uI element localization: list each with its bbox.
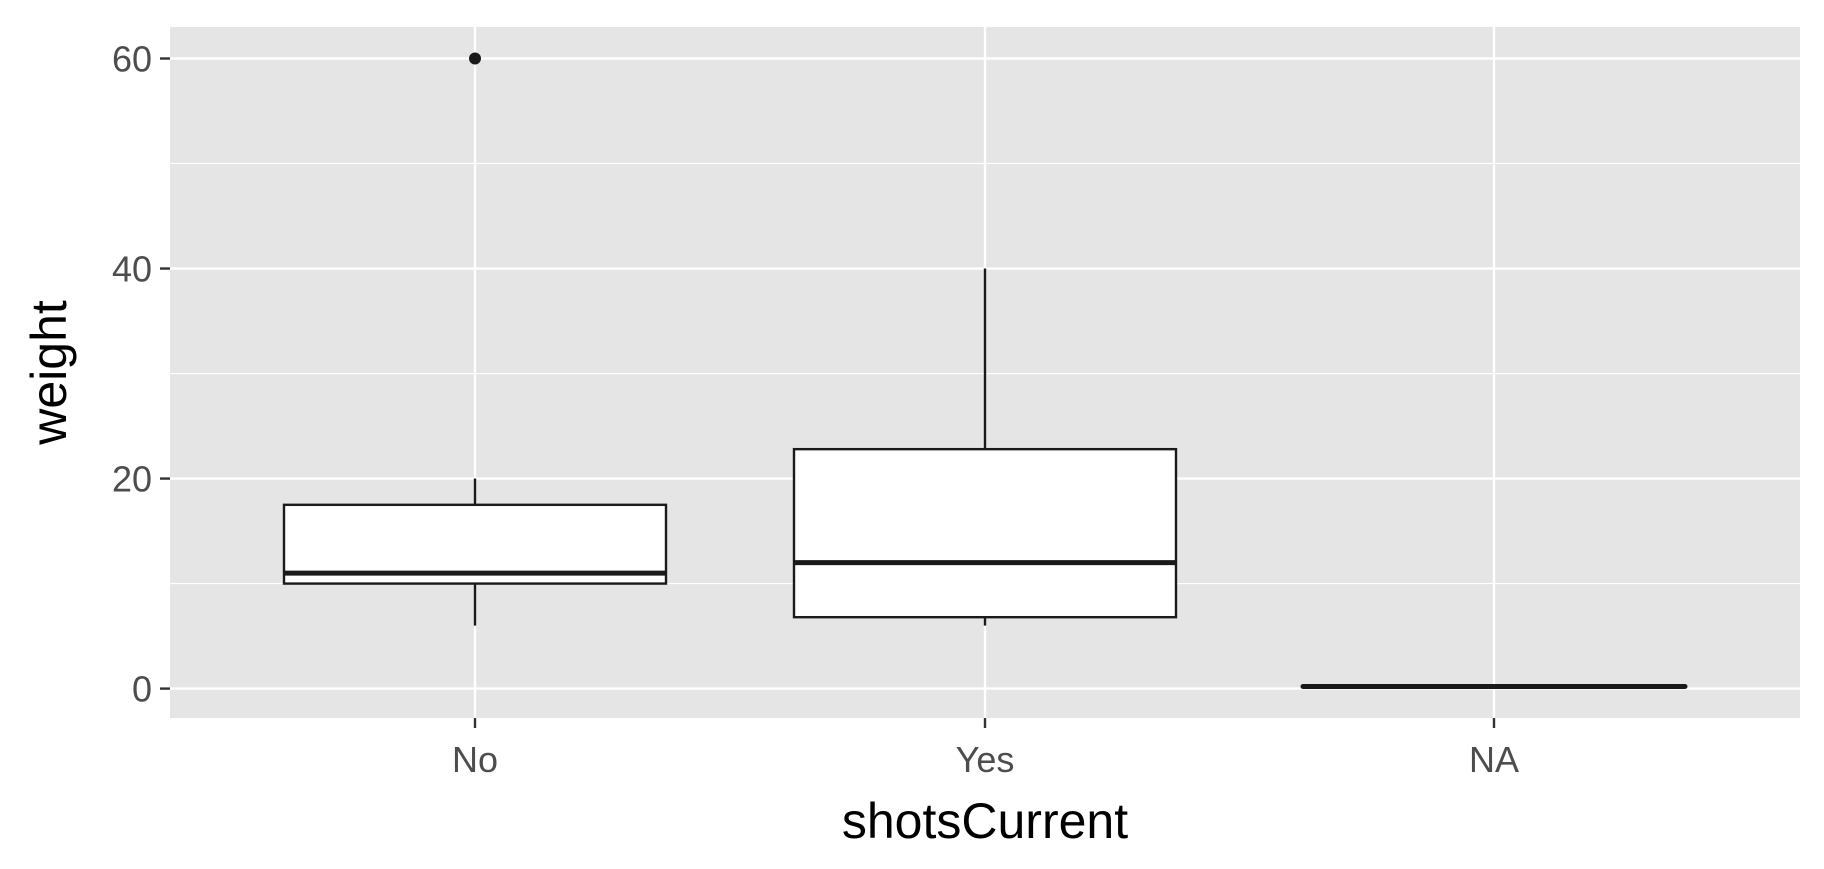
y-tick-label: 20	[112, 459, 152, 500]
y-tick-label: 40	[112, 249, 152, 290]
y-tick-label: 60	[112, 39, 152, 80]
x-tick-label: Yes	[956, 739, 1015, 780]
axes: 0 20 40 60 No Yes NA	[112, 39, 1519, 780]
iqr-box	[282, 503, 668, 585]
box-no	[282, 52, 668, 626]
x-axis-title: shotsCurrent	[842, 793, 1128, 849]
outlier-point	[469, 52, 481, 65]
y-axis-title: weight	[21, 300, 77, 446]
iqr-box	[792, 447, 1178, 619]
box-yes	[792, 268, 1178, 626]
x-tick-label: NA	[1469, 739, 1519, 780]
boxes	[282, 52, 1688, 689]
x-tick-label: No	[452, 739, 498, 780]
y-tick-label: 0	[132, 669, 152, 710]
